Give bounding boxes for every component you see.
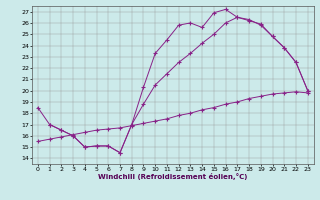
X-axis label: Windchill (Refroidissement éolien,°C): Windchill (Refroidissement éolien,°C) bbox=[98, 173, 247, 180]
